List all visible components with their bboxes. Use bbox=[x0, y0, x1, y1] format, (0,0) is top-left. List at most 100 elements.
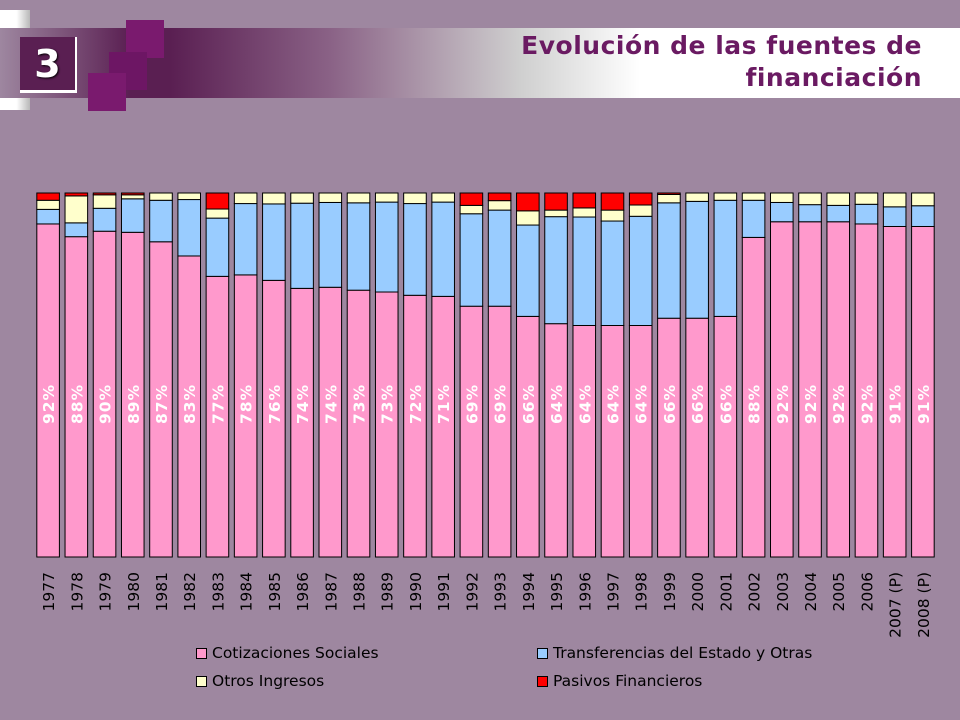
data-label: 92% bbox=[802, 384, 820, 424]
bar-segment bbox=[487, 200, 512, 211]
bar-segment bbox=[403, 192, 427, 205]
bar-segment bbox=[374, 201, 399, 293]
bar-segment bbox=[431, 201, 455, 297]
bar-segment bbox=[628, 192, 653, 206]
x-tick-label: 1993 bbox=[492, 572, 510, 611]
bar-segment bbox=[262, 192, 286, 205]
x-tick-label: 1997 bbox=[604, 572, 622, 611]
x-tick-label: 1977 bbox=[40, 572, 58, 611]
bar-segment bbox=[487, 209, 512, 307]
bar-segment bbox=[713, 315, 738, 558]
data-label: 69% bbox=[463, 384, 481, 424]
bar-segment bbox=[911, 192, 935, 207]
x-tick-label: 2003 bbox=[774, 572, 792, 611]
bar-segment bbox=[318, 192, 343, 203]
x-tick-label: 1978 bbox=[68, 572, 86, 611]
bar-segment bbox=[346, 202, 371, 291]
bar-segment bbox=[374, 192, 399, 203]
bar-segment bbox=[516, 192, 540, 212]
decorative-square bbox=[88, 73, 126, 111]
bar-segment bbox=[600, 325, 625, 558]
bar-segment bbox=[572, 325, 597, 558]
data-label: 66% bbox=[717, 384, 735, 424]
data-label: 73% bbox=[379, 384, 397, 424]
bar-segment bbox=[544, 323, 568, 558]
slide-number: 3 bbox=[34, 41, 61, 86]
bar-segment bbox=[826, 204, 851, 223]
bar-segment bbox=[487, 192, 512, 202]
data-label: 66% bbox=[520, 384, 538, 424]
bar-segment bbox=[149, 192, 173, 201]
bar-segment bbox=[346, 192, 371, 204]
bar-segment bbox=[177, 192, 201, 201]
x-tick-label: 1989 bbox=[379, 572, 397, 611]
bar-segment bbox=[657, 192, 681, 195]
legend-label: Transferencias del Estado y Otras bbox=[553, 644, 813, 662]
x-tick-label: 1991 bbox=[435, 572, 453, 611]
legend-swatch bbox=[537, 675, 548, 687]
page-title: Evolución de las fuentes de financiación bbox=[402, 30, 922, 94]
bar-segment bbox=[516, 224, 540, 317]
bar-segment bbox=[685, 192, 709, 202]
page-title-line-1: Evolución de las fuentes de bbox=[521, 31, 922, 60]
bar-segment bbox=[205, 217, 230, 277]
x-tick-label: 1979 bbox=[97, 572, 115, 611]
bar-segment bbox=[572, 192, 597, 209]
legend-item-otros-ingresos: Otros Ingresos bbox=[196, 672, 324, 690]
bar-segment bbox=[516, 315, 540, 558]
x-tick-label: 2005 bbox=[830, 572, 848, 611]
bar-segment bbox=[600, 209, 625, 222]
x-tick-label: 2004 bbox=[802, 572, 820, 611]
bar-segment bbox=[882, 192, 907, 208]
bar-segment bbox=[233, 192, 258, 205]
data-label: 92% bbox=[858, 384, 876, 424]
bar-segment bbox=[92, 192, 117, 196]
bar-segment bbox=[177, 199, 201, 257]
x-tick-label: 1998 bbox=[633, 572, 651, 611]
data-label: 88% bbox=[746, 384, 764, 424]
data-label: 72% bbox=[407, 384, 425, 424]
bar-segment bbox=[516, 210, 540, 226]
x-tick-label: 2007 (P) bbox=[887, 572, 905, 638]
x-tick-label: 1980 bbox=[125, 572, 143, 611]
legend-label: Pasivos Financieros bbox=[553, 672, 703, 690]
data-label: 90% bbox=[97, 384, 115, 424]
bar-segment bbox=[403, 203, 427, 296]
bar-segment bbox=[685, 200, 709, 319]
bar-segment bbox=[92, 194, 117, 209]
bar-segment bbox=[544, 216, 568, 325]
data-label: 73% bbox=[351, 384, 369, 424]
data-label: 74% bbox=[294, 384, 312, 424]
data-label: 92% bbox=[774, 384, 792, 424]
bar-segment bbox=[713, 192, 738, 201]
bar-segment bbox=[770, 192, 794, 203]
bar-segment bbox=[149, 199, 173, 243]
x-tick-label: 2000 bbox=[689, 572, 707, 611]
legend-label: Cotizaciones Sociales bbox=[212, 644, 379, 662]
x-tick-label: 1988 bbox=[351, 572, 369, 611]
x-tick-label: 2008 (P) bbox=[915, 572, 933, 638]
data-label: 76% bbox=[266, 384, 284, 424]
x-tick-label: 1983 bbox=[209, 572, 227, 611]
bar-segment bbox=[459, 213, 484, 307]
legend-swatch bbox=[196, 675, 207, 687]
bar-segment bbox=[290, 192, 314, 204]
x-tick-label: 1990 bbox=[407, 572, 425, 611]
data-label: 64% bbox=[576, 384, 594, 424]
bar-segment bbox=[882, 206, 907, 227]
bar-segment bbox=[431, 192, 455, 203]
bar-segment bbox=[487, 305, 512, 558]
data-label: 78% bbox=[238, 384, 256, 424]
bar-segment bbox=[64, 222, 89, 238]
data-label: 66% bbox=[689, 384, 707, 424]
data-label: 89% bbox=[125, 384, 143, 424]
legend-item-transferencias: Transferencias del Estado y Otras bbox=[537, 644, 812, 662]
bar-segment bbox=[826, 192, 851, 206]
x-tick-label: 2002 bbox=[746, 572, 764, 611]
bar-segment bbox=[544, 209, 568, 218]
x-tick-label: 1996 bbox=[576, 572, 594, 611]
bar-segment bbox=[657, 317, 681, 558]
legend-swatch bbox=[537, 647, 548, 659]
x-tick-label: 1999 bbox=[661, 572, 679, 611]
bar-segment bbox=[741, 192, 766, 201]
